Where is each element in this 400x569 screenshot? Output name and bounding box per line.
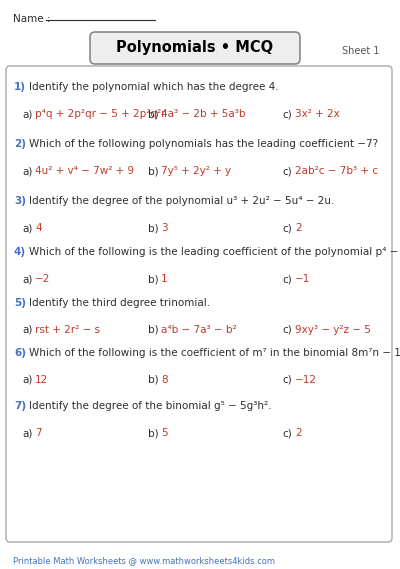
Text: a): a) [22, 274, 32, 284]
Text: 9xy³ − y²z − 5: 9xy³ − y²z − 5 [295, 325, 371, 335]
Text: Identify the polynomial which has the degree 4.: Identify the polynomial which has the de… [29, 82, 279, 92]
Text: rst + 2r² − s: rst + 2r² − s [35, 325, 100, 335]
Text: 3: 3 [161, 223, 168, 233]
Text: b): b) [148, 325, 159, 335]
Text: c): c) [282, 109, 292, 119]
Text: a⁴b − 7a³ − b²: a⁴b − 7a³ − b² [161, 325, 237, 335]
Text: 1): 1) [14, 82, 26, 92]
Text: 7: 7 [35, 428, 42, 438]
Text: 2: 2 [295, 428, 302, 438]
Text: −1: −1 [295, 274, 310, 284]
Text: a): a) [22, 325, 32, 335]
Text: 7y⁵ + 2y² + y: 7y⁵ + 2y² + y [161, 166, 231, 176]
Text: a): a) [22, 109, 32, 119]
Text: 1: 1 [161, 274, 168, 284]
Text: 6): 6) [14, 348, 26, 358]
Text: c): c) [282, 375, 292, 385]
Text: Identify the degree of the polynomial u³ + 2u² − 5u⁴ − 2u.: Identify the degree of the polynomial u³… [29, 196, 334, 206]
Text: Which of the following polynomials has the leading coefficient −7?: Which of the following polynomials has t… [29, 139, 378, 149]
Text: b): b) [148, 166, 159, 176]
Text: Identify the degree of the binomial g⁵ − 5g³h².: Identify the degree of the binomial g⁵ −… [29, 401, 272, 411]
Text: 7): 7) [14, 401, 26, 411]
Text: a): a) [22, 223, 32, 233]
Text: a): a) [22, 375, 32, 385]
Text: c): c) [282, 274, 292, 284]
Text: c): c) [282, 223, 292, 233]
Text: Which of the following is the leading coefficient of the polynomial p⁴ − 2q?: Which of the following is the leading co… [29, 247, 400, 257]
Text: Polynomials • MCQ: Polynomials • MCQ [116, 39, 274, 55]
FancyBboxPatch shape [6, 66, 392, 542]
Text: Name :: Name : [13, 14, 50, 24]
FancyBboxPatch shape [90, 32, 300, 64]
Text: 2: 2 [295, 223, 302, 233]
Text: a): a) [22, 428, 32, 438]
Text: p⁴q + 2p²qr − 5 + 2p²q²r: p⁴q + 2p²qr − 5 + 2p²q²r [35, 109, 166, 119]
Text: c): c) [282, 325, 292, 335]
Text: 2): 2) [14, 139, 26, 149]
Text: Printable Math Worksheets @ www.mathworksheets4kids.com: Printable Math Worksheets @ www.mathwork… [13, 556, 275, 565]
Text: b): b) [148, 109, 159, 119]
Text: 3x² + 2x: 3x² + 2x [295, 109, 340, 119]
Text: b): b) [148, 223, 159, 233]
Text: a): a) [22, 166, 32, 176]
Text: Sheet 1: Sheet 1 [342, 46, 380, 56]
Text: 5: 5 [161, 428, 168, 438]
Text: 12: 12 [35, 375, 48, 385]
Text: 4a³ − 2b + 5a³b: 4a³ − 2b + 5a³b [161, 109, 246, 119]
Text: 3): 3) [14, 196, 26, 206]
Text: Identify the third degree trinomial.: Identify the third degree trinomial. [29, 298, 210, 308]
Text: Which of the following is the coefficient of m⁷ in the binomial 8m⁷n − 12m⁷?: Which of the following is the coefficien… [29, 348, 400, 358]
Text: 4: 4 [35, 223, 42, 233]
Text: 5): 5) [14, 298, 26, 308]
Text: b): b) [148, 428, 159, 438]
Text: b): b) [148, 375, 159, 385]
Text: −12: −12 [295, 375, 317, 385]
Text: b): b) [148, 274, 159, 284]
Text: 4): 4) [14, 247, 26, 257]
Text: 4u² + v⁴ − 7w² + 9: 4u² + v⁴ − 7w² + 9 [35, 166, 134, 176]
Text: 8: 8 [161, 375, 168, 385]
Text: −2: −2 [35, 274, 50, 284]
Text: c): c) [282, 166, 292, 176]
Text: 2ab²c − 7b³ + c: 2ab²c − 7b³ + c [295, 166, 378, 176]
Text: c): c) [282, 428, 292, 438]
